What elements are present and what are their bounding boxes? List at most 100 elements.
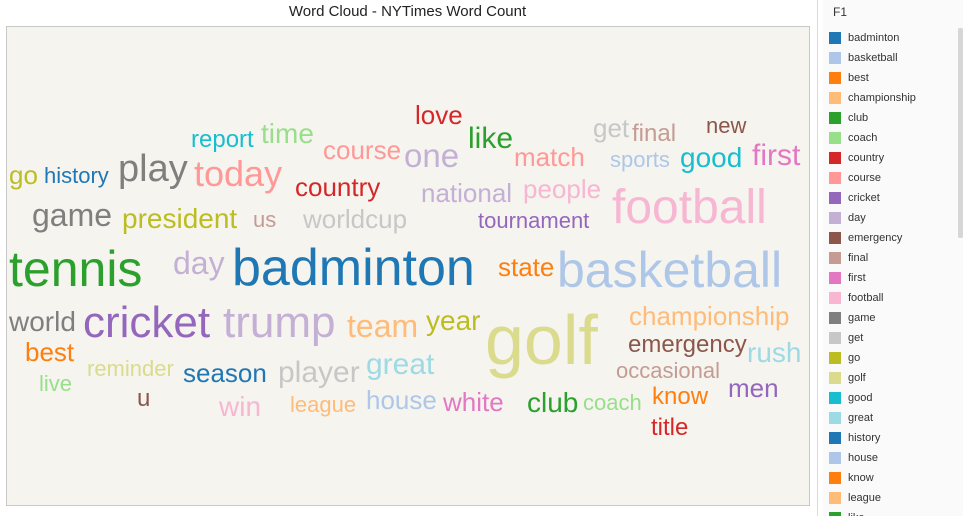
- legend-swatch: [829, 292, 841, 304]
- legend-label: game: [848, 312, 876, 324]
- word-people: people: [523, 174, 602, 204]
- word-first: first: [752, 139, 801, 172]
- word-u: u: [137, 385, 151, 412]
- legend-label: club: [848, 112, 869, 124]
- legend-item-game[interactable]: game: [829, 308, 963, 328]
- legend-item-course[interactable]: course: [829, 168, 963, 188]
- word-reminder: reminder: [87, 356, 174, 381]
- legend-swatch: [829, 512, 841, 516]
- word-us: us: [253, 207, 277, 232]
- legend-item-final[interactable]: final: [829, 248, 963, 268]
- legend-item-go[interactable]: go: [829, 348, 963, 368]
- legend-swatch: [829, 252, 841, 264]
- legend-label: history: [848, 432, 881, 444]
- word-live: live: [39, 371, 73, 396]
- legend-item-championship[interactable]: championship: [829, 88, 963, 108]
- legend-label: league: [848, 492, 882, 504]
- legend-swatch: [829, 192, 841, 204]
- legend-swatch: [829, 132, 841, 144]
- word-great: great: [366, 348, 435, 381]
- word-match: match: [514, 142, 585, 172]
- legend-label: house: [848, 452, 878, 464]
- word-report: report: [191, 126, 254, 153]
- legend-swatch: [829, 472, 841, 484]
- word-occasional: occasional: [616, 358, 720, 383]
- legend-item-know[interactable]: know: [829, 468, 963, 488]
- legend-item-house[interactable]: house: [829, 448, 963, 468]
- legend-item-basketball[interactable]: basketball: [829, 48, 963, 68]
- legend-item-great[interactable]: great: [829, 408, 963, 428]
- word-like: like: [468, 122, 514, 155]
- word-season: season: [183, 358, 267, 388]
- word-president: president: [122, 203, 238, 234]
- word-final: final: [632, 120, 677, 147]
- legend-item-badminton[interactable]: badminton: [829, 28, 963, 48]
- word-day: day: [173, 245, 225, 281]
- legend-label: basketball: [848, 52, 898, 64]
- word-tennis: tennis: [9, 241, 143, 297]
- legend-scrollbar[interactable]: [958, 28, 963, 238]
- legend-item-league[interactable]: league: [829, 488, 963, 508]
- legend-swatch: [829, 52, 841, 64]
- word-rush: rush: [747, 337, 802, 368]
- legend-swatch: [829, 112, 841, 124]
- word-badminton: badminton: [232, 239, 475, 297]
- legend-label: football: [848, 292, 884, 304]
- legend-item-day[interactable]: day: [829, 208, 963, 228]
- legend-item-like[interactable]: like: [829, 508, 963, 516]
- legend-label: emergency: [848, 232, 903, 244]
- legend-swatch: [829, 352, 841, 364]
- legend-item-country[interactable]: country: [829, 148, 963, 168]
- legend-item-club[interactable]: club: [829, 108, 963, 128]
- legend-item-get[interactable]: get: [829, 328, 963, 348]
- word-country: country: [295, 172, 381, 202]
- legend-item-emergency[interactable]: emergency: [829, 228, 963, 248]
- word-know: know: [652, 383, 709, 410]
- legend-label: badminton: [848, 32, 900, 44]
- legend-swatch: [829, 212, 841, 224]
- legend-label: country: [848, 152, 885, 164]
- legend-label: good: [848, 392, 873, 404]
- legend-label: get: [848, 332, 864, 344]
- word-player: player: [278, 356, 360, 389]
- word-world: world: [9, 306, 76, 337]
- word-tournament: tournament: [478, 208, 590, 233]
- legend-label: first: [848, 272, 866, 284]
- word-worldcup: worldcup: [303, 204, 408, 234]
- legend-swatch: [829, 372, 841, 384]
- legend-label: great: [848, 412, 874, 424]
- legend-item-cricket[interactable]: cricket: [829, 188, 963, 208]
- legend-item-coach[interactable]: coach: [829, 128, 963, 148]
- legend-item-best[interactable]: best: [829, 68, 963, 88]
- legend-swatch: [829, 492, 841, 504]
- word-get: get: [593, 113, 630, 143]
- legend-item-golf[interactable]: golf: [829, 368, 963, 388]
- legend-item-history[interactable]: history: [829, 428, 963, 448]
- word-state: state: [498, 252, 555, 282]
- legend-item-good[interactable]: good: [829, 388, 963, 408]
- legend-swatch: [829, 312, 841, 324]
- legend-label: like: [848, 512, 865, 516]
- word-trump: trump: [223, 298, 336, 347]
- word-game: game: [32, 197, 113, 233]
- legend-swatch: [829, 392, 841, 404]
- legend-swatch: [829, 412, 841, 424]
- word-national: national: [421, 178, 513, 208]
- legend-list: badminton basketball best championship club c…: [829, 28, 963, 516]
- word-love: love: [415, 100, 463, 130]
- word-today: today: [194, 153, 283, 194]
- legend-item-football[interactable]: football: [829, 288, 963, 308]
- word-new: new: [706, 113, 747, 138]
- word-football: football: [612, 181, 767, 234]
- word-cloud-canvas: go history play report time today course love on…: [6, 26, 810, 506]
- legend-label: final: [848, 252, 869, 264]
- legend-label: course: [848, 172, 882, 184]
- chart-title: Word Cloud - NYTimes Word Count: [288, 3, 527, 20]
- legend-swatch: [829, 432, 841, 444]
- word-win: win: [219, 391, 262, 422]
- legend-swatch: [829, 172, 841, 184]
- word-course: course: [323, 135, 402, 165]
- legend-item-first[interactable]: first: [829, 268, 963, 288]
- word-time: time: [261, 118, 314, 149]
- word-history: history: [44, 163, 109, 188]
